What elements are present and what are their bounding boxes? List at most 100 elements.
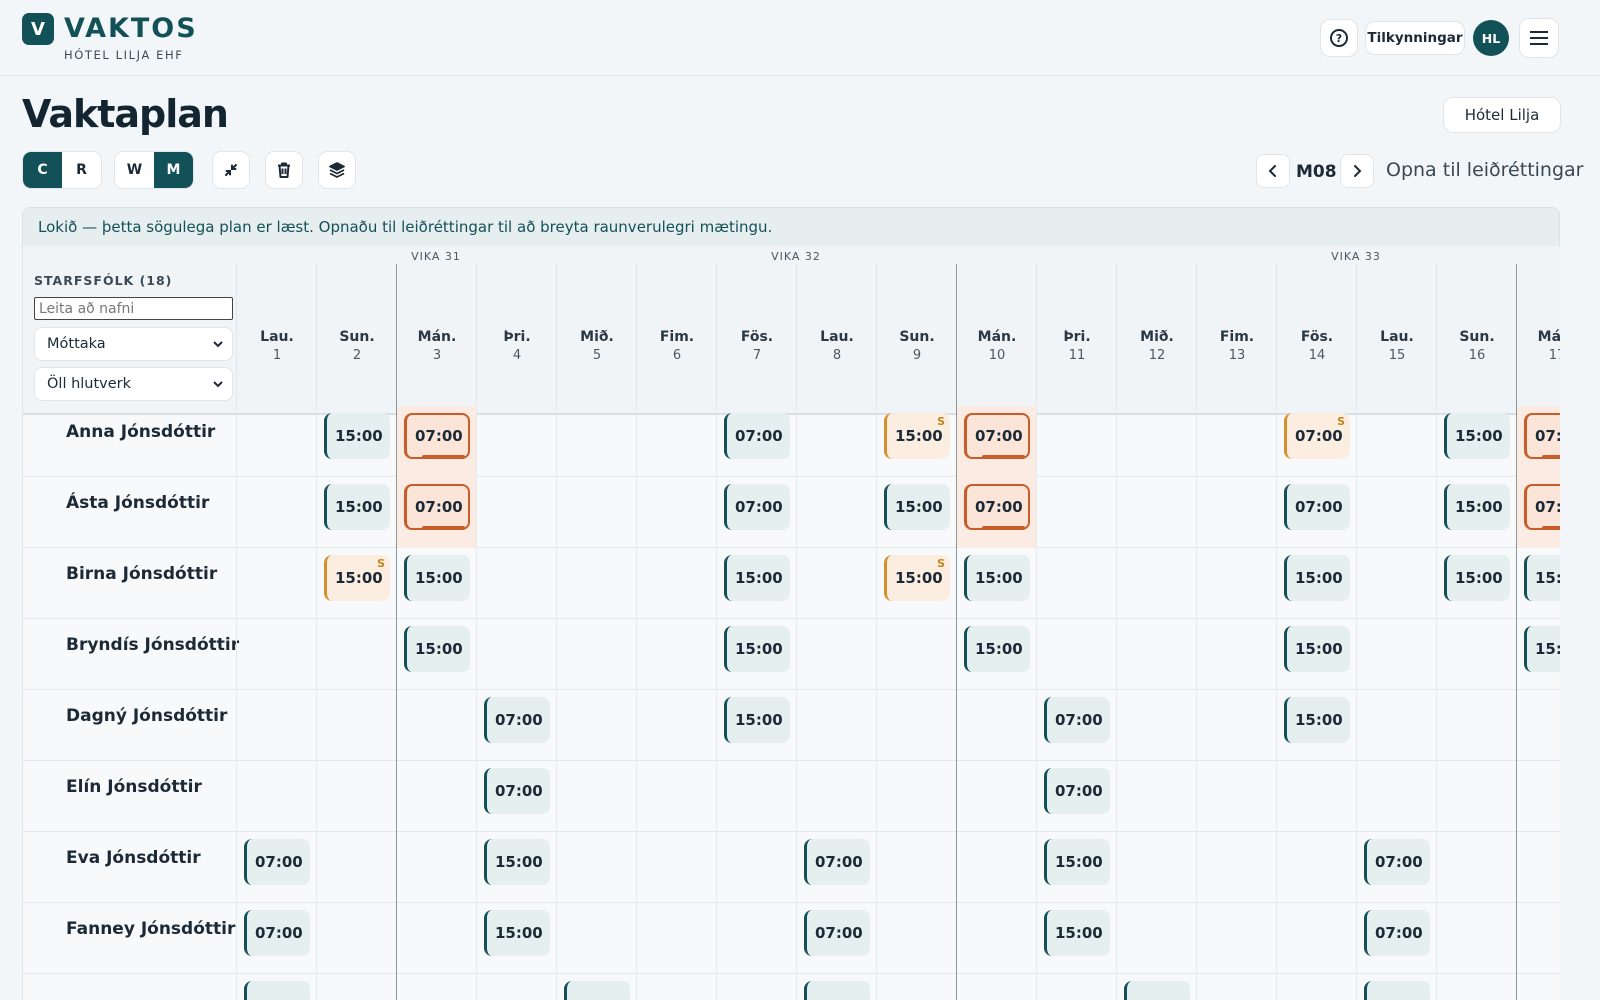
- schedule-cell[interactable]: 15:00: [1036, 832, 1116, 903]
- employee-name[interactable]: Anna Jónsdóttir: [66, 422, 216, 442]
- schedule-cell[interactable]: [316, 974, 396, 1000]
- schedule-cell[interactable]: [1196, 974, 1276, 1000]
- schedule-cell[interactable]: [636, 974, 716, 1000]
- schedule-cell[interactable]: [1196, 406, 1276, 477]
- schedule-cell[interactable]: [796, 974, 876, 1000]
- schedule-cell[interactable]: 15:00: [716, 548, 796, 619]
- schedule-cell[interactable]: 15:00: [476, 832, 556, 903]
- shift-block[interactable]: 15:00: [964, 626, 1030, 672]
- schedule-cell[interactable]: 15:00: [1516, 548, 1560, 619]
- shift-block[interactable]: 15:00: [1444, 484, 1510, 530]
- schedule-cell[interactable]: 07:00: [716, 406, 796, 477]
- schedule-cell[interactable]: [1196, 761, 1276, 832]
- schedule-cell[interactable]: [1436, 690, 1516, 761]
- schedule-cell[interactable]: 15:00: [396, 619, 476, 690]
- schedule-cell[interactable]: [1036, 406, 1116, 477]
- day-column-header[interactable]: Mán. 10: [956, 264, 1036, 415]
- day-column-header[interactable]: Þri. 4: [476, 264, 556, 415]
- day-column-header[interactable]: Lau. 1: [236, 264, 316, 415]
- shift-block[interactable]: 15:00: [1444, 555, 1510, 601]
- employee-name[interactable]: Bryndís Jónsdóttir: [66, 635, 240, 655]
- schedule-cell[interactable]: [236, 548, 316, 619]
- schedule-cell[interactable]: 07:00: [1276, 477, 1356, 548]
- shift-block[interactable]: 07:00: [1284, 484, 1350, 530]
- schedule-cell[interactable]: 15:00 S: [316, 548, 396, 619]
- shift-block[interactable]: 15:00: [1524, 555, 1560, 601]
- shift-block[interactable]: 07:00: [964, 413, 1030, 459]
- help-button[interactable]: ?: [1320, 19, 1358, 57]
- day-column-header[interactable]: Mið. 5: [556, 264, 636, 415]
- schedule-cell[interactable]: 15:00: [1276, 548, 1356, 619]
- schedule-cell[interactable]: [316, 690, 396, 761]
- collapse-button[interactable]: [212, 151, 250, 189]
- role-select[interactable]: Öll hlutverk: [34, 367, 233, 401]
- schedule-cell[interactable]: 07:00: [476, 690, 556, 761]
- shift-block[interactable]: 15:00: [484, 910, 550, 956]
- schedule-cell[interactable]: 15:00: [956, 548, 1036, 619]
- shift-block[interactable]: 07:00: [244, 839, 310, 885]
- avatar[interactable]: HL: [1473, 20, 1509, 56]
- schedule-cell[interactable]: [956, 832, 1036, 903]
- schedule-cell[interactable]: [876, 761, 956, 832]
- schedule-cell[interactable]: [956, 761, 1036, 832]
- shift-block[interactable]: 15:00: [884, 484, 950, 530]
- schedule-cell[interactable]: 07:00: [476, 761, 556, 832]
- open-correction-link[interactable]: Opna til leiðréttingar: [1386, 159, 1584, 181]
- schedule-cell[interactable]: 15:00: [1516, 619, 1560, 690]
- schedule-cell[interactable]: [1276, 761, 1356, 832]
- shift-block[interactable]: 07:00: [1044, 768, 1110, 814]
- schedule-cell[interactable]: [876, 903, 956, 974]
- shift-block[interactable]: 15:00: [404, 555, 470, 601]
- mode-c-button[interactable]: C: [23, 152, 62, 188]
- schedule-cell[interactable]: [476, 406, 556, 477]
- shift-block[interactable]: 15:00: [1284, 555, 1350, 601]
- schedule-cell[interactable]: [1196, 477, 1276, 548]
- schedule-cell[interactable]: [1356, 761, 1436, 832]
- schedule-cell[interactable]: [1116, 761, 1196, 832]
- schedule-cell[interactable]: 07:00: [1356, 903, 1436, 974]
- schedule-cell[interactable]: [476, 619, 556, 690]
- schedule-cell[interactable]: [1196, 690, 1276, 761]
- employee-name[interactable]: Elín Jónsdóttir: [66, 777, 202, 797]
- delete-button[interactable]: [265, 151, 303, 189]
- schedule-cell[interactable]: 07:00: [796, 832, 876, 903]
- shift-block[interactable]: [244, 981, 310, 1000]
- schedule-cell[interactable]: [476, 548, 556, 619]
- employee-name[interactable]: Birna Jónsdóttir: [66, 564, 218, 584]
- schedule-cell[interactable]: [236, 761, 316, 832]
- schedule-cell[interactable]: [396, 903, 476, 974]
- schedule-cell[interactable]: [1116, 548, 1196, 619]
- schedule-cell[interactable]: 07:00 S: [1276, 406, 1356, 477]
- shift-block[interactable]: [564, 981, 630, 1000]
- schedule-cell[interactable]: 15:00: [396, 548, 476, 619]
- schedule-cell[interactable]: 15:00 S: [876, 406, 956, 477]
- schedule-cell[interactable]: 07:00: [1356, 832, 1436, 903]
- day-column-header[interactable]: Fim. 6: [636, 264, 716, 415]
- schedule-cell[interactable]: [796, 406, 876, 477]
- shift-block[interactable]: 15:00: [484, 839, 550, 885]
- shift-block[interactable]: 15:00: [964, 555, 1030, 601]
- shift-block[interactable]: 07:00: [1044, 697, 1110, 743]
- shift-block[interactable]: 15:00: [1284, 697, 1350, 743]
- schedule-cell[interactable]: [636, 832, 716, 903]
- shift-block[interactable]: 07:00: [484, 768, 550, 814]
- shift-block[interactable]: 07:00 S: [1284, 413, 1350, 459]
- schedule-cell[interactable]: [796, 619, 876, 690]
- schedule-cell[interactable]: 15:00: [1436, 477, 1516, 548]
- schedule-cell[interactable]: [716, 903, 796, 974]
- schedule-cell[interactable]: 07:00: [796, 903, 876, 974]
- day-column-header[interactable]: Lau. 8: [796, 264, 876, 415]
- schedule-cell[interactable]: [1356, 974, 1436, 1000]
- schedule-cell[interactable]: [1116, 903, 1196, 974]
- schedule-cell[interactable]: [1516, 903, 1560, 974]
- schedule-cell[interactable]: [1276, 832, 1356, 903]
- schedule-cell[interactable]: 15:00: [1436, 406, 1516, 477]
- day-column-header[interactable]: Fim. 13: [1196, 264, 1276, 415]
- shift-block[interactable]: 15:00: [1444, 413, 1510, 459]
- shift-block[interactable]: 07:00: [804, 839, 870, 885]
- shift-block[interactable]: 07:00: [724, 413, 790, 459]
- shift-block[interactable]: 07:00: [964, 484, 1030, 530]
- schedule-cell[interactable]: [636, 690, 716, 761]
- schedule-cell[interactable]: [1356, 690, 1436, 761]
- schedule-cell[interactable]: [1276, 903, 1356, 974]
